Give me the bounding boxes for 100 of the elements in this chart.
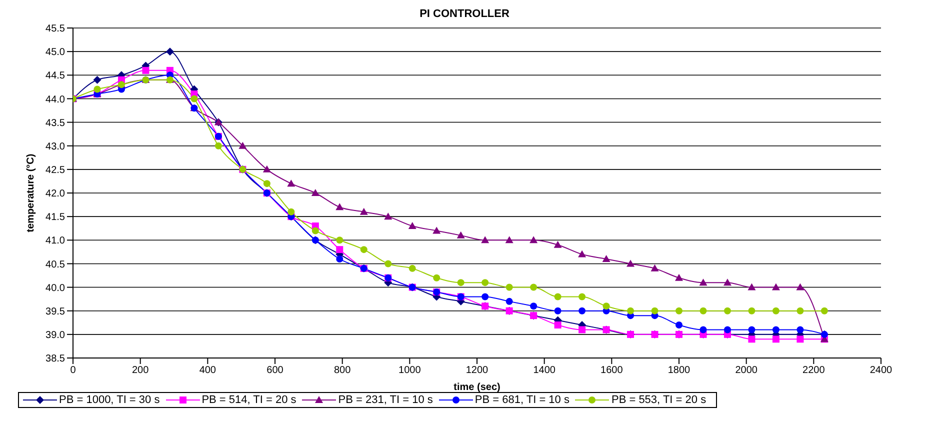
legend-label: PB = 231, TI = 10 s <box>338 394 433 406</box>
point <box>676 307 682 314</box>
point <box>190 95 198 102</box>
point <box>676 322 682 328</box>
point <box>772 336 780 343</box>
point <box>699 278 708 286</box>
point <box>214 142 222 150</box>
point <box>748 283 756 290</box>
point <box>554 240 562 248</box>
point <box>748 336 756 343</box>
y-tick-label: 41.0 <box>46 236 66 247</box>
point <box>482 293 489 300</box>
point <box>505 236 514 244</box>
point <box>94 86 101 93</box>
point <box>723 278 732 286</box>
point <box>482 279 489 286</box>
chart-title: PI CONTROLLER <box>418 8 510 20</box>
y-tick-label: 42.5 <box>46 164 66 176</box>
point <box>650 264 659 272</box>
point <box>384 260 392 268</box>
y-axis-title: temperature (°C) <box>26 154 37 232</box>
point <box>724 326 731 334</box>
point <box>796 326 804 334</box>
point <box>554 322 562 328</box>
y-tick-label: 45.5 <box>46 24 66 35</box>
y-tick-label: 40.5 <box>46 259 66 270</box>
point <box>554 293 562 300</box>
point <box>506 284 513 291</box>
y-tick-label: 39.5 <box>46 306 66 318</box>
point <box>432 226 441 234</box>
point <box>336 256 344 262</box>
point <box>796 283 804 290</box>
point <box>408 222 416 229</box>
point <box>360 208 368 215</box>
x-tick-label: 1200 <box>466 365 489 376</box>
x-tick-label: 600 <box>266 365 284 376</box>
y-tick-label: 40.0 <box>46 282 66 294</box>
point <box>384 212 392 220</box>
point <box>675 274 683 281</box>
point <box>700 307 707 314</box>
point <box>530 284 538 291</box>
y-tick-label: 44.0 <box>46 94 66 106</box>
x-tick-label: 2000 <box>735 365 758 376</box>
point <box>142 66 150 74</box>
x-axis-title: time (sec) <box>454 382 500 393</box>
point <box>336 246 344 254</box>
point <box>166 48 174 56</box>
y-tick-label: 45.0 <box>46 47 66 58</box>
point <box>796 336 804 343</box>
point <box>820 307 828 314</box>
legend-label: PB = 1000, TI = 30 s <box>59 394 160 406</box>
point <box>263 180 270 188</box>
x-tick-label: 1400 <box>533 365 556 376</box>
point <box>796 307 804 314</box>
x-tick-label: 1600 <box>600 365 624 376</box>
point <box>336 203 344 210</box>
point <box>724 307 731 314</box>
point <box>772 307 780 314</box>
y-tick-label: 44.5 <box>46 70 66 82</box>
point <box>311 189 320 196</box>
point <box>530 236 538 244</box>
x-tick-label: 200 <box>132 365 150 376</box>
point <box>554 307 562 314</box>
point <box>336 236 344 244</box>
point <box>627 307 634 314</box>
point <box>602 255 610 262</box>
point <box>312 227 319 234</box>
x-tick-label: 800 <box>334 365 352 376</box>
legend-label: PB = 681, TI = 10 s <box>474 394 570 406</box>
point <box>772 326 780 334</box>
point <box>238 142 247 149</box>
point <box>481 236 490 244</box>
legend-label: PB = 553, TI = 20 s <box>611 394 706 406</box>
point <box>748 307 756 314</box>
y-tick-label: 39.0 <box>46 330 66 341</box>
point <box>287 180 296 187</box>
legend-label: PB = 514, TI = 20 s <box>202 394 296 406</box>
point <box>578 293 586 300</box>
y-tick-label: 43.5 <box>46 118 66 129</box>
x-tick-label: 0 <box>70 365 76 376</box>
point <box>506 298 513 305</box>
point <box>433 274 440 282</box>
point <box>578 307 586 314</box>
point <box>456 231 465 238</box>
y-tick-label: 41.5 <box>46 212 66 224</box>
point <box>530 302 538 310</box>
point <box>262 165 271 172</box>
point <box>288 208 295 216</box>
y-tick-label: 42.0 <box>46 188 66 200</box>
point <box>408 264 416 272</box>
x-tick-label: 2200 <box>802 365 826 376</box>
point <box>578 250 586 258</box>
point <box>578 326 586 334</box>
y-tick-label: 43.0 <box>46 141 66 152</box>
point <box>772 283 780 290</box>
point <box>626 260 635 267</box>
point <box>93 76 102 84</box>
x-tick-label: 1000 <box>398 365 422 376</box>
x-tick-label: 400 <box>199 365 216 376</box>
y-tick-label: 38.5 <box>46 354 66 365</box>
